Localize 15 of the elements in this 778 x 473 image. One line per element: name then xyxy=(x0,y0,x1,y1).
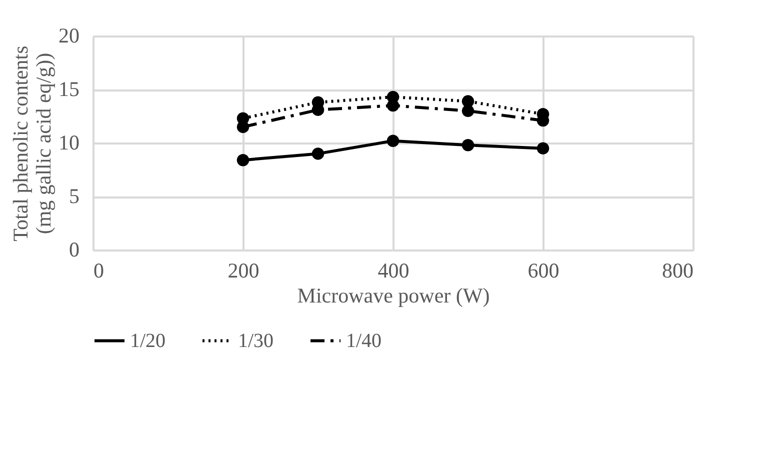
x-tick-label: 400 xyxy=(378,258,410,282)
legend-label: 1/40 xyxy=(346,330,382,352)
y-axis-title: Total phenolic contents (mg gallic acid eq/g)) xyxy=(8,46,56,242)
y-tick-label: 10 xyxy=(58,130,80,154)
legend-label: 1/20 xyxy=(130,330,166,352)
x-tick-label: 800 xyxy=(662,258,694,282)
y-tick-label: 15 xyxy=(58,77,80,101)
y-tick-label: 0 xyxy=(69,238,80,262)
x-tick-label: 600 xyxy=(528,258,560,282)
x-tick-label: 200 xyxy=(228,258,260,282)
x-axis-title: Microwave power (W) xyxy=(297,284,490,308)
y-tick-label: 5 xyxy=(69,184,80,208)
legend-label: 1/30 xyxy=(238,330,274,352)
x-tick-label: 0 xyxy=(94,258,104,282)
y-tick-label: 20 xyxy=(58,24,80,48)
